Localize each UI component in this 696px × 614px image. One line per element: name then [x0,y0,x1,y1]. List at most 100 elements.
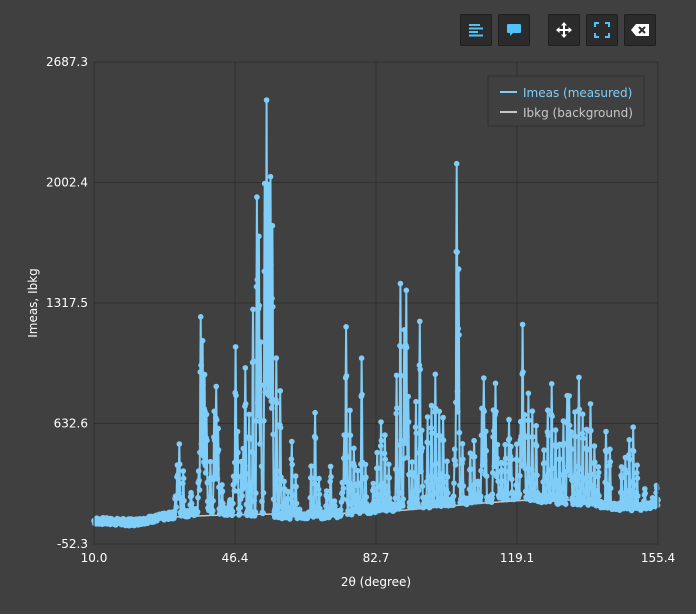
imeas-point [398,343,404,350]
imeas-point [263,97,270,103]
imeas-point [219,488,226,495]
imeas-point [213,417,220,423]
imeas-point [607,485,614,492]
imeas-point [584,480,591,486]
imeas-point [477,493,484,500]
imeas-point [176,461,183,468]
imeas-point [195,494,201,501]
imeas-point [498,467,505,474]
imeas-point [654,485,660,492]
imeas-point [429,474,436,480]
legend[interactable]: Imeas (measured) Ibkg (background) [487,75,645,127]
imeas-point [288,456,295,462]
imeas-point [522,434,528,441]
y-tick-label: 2002.4 [46,176,88,190]
imeas-point [595,464,602,470]
imeas-point [293,500,300,507]
imeas-point [424,414,431,420]
imeas-point [210,498,216,504]
imeas-point [273,355,280,361]
imeas-point [626,437,633,443]
imeas-point [588,471,595,478]
fit-view-button[interactable] [586,14,618,46]
imeas-point [316,475,322,482]
imeas-point [400,503,406,509]
imeas-point [188,500,195,507]
imeas-point [173,504,179,510]
x-axis-title: 2θ (degree) [341,575,411,589]
imeas-point [557,485,564,492]
imeas-point [266,392,273,399]
imeas-point [630,448,637,455]
imeas-point [242,365,249,371]
imeas-point [432,371,439,378]
imeas-point [285,496,292,502]
imeas-point [233,478,240,484]
imeas-point [250,306,256,313]
imeas-point [351,445,357,452]
imeas-point [343,373,350,379]
imeas-point [460,483,467,489]
imeas-point [459,441,466,447]
imeas-point [579,411,586,418]
imeas-point [573,471,579,477]
imeas-point [239,493,245,499]
imeas-point [429,430,435,436]
imeas-point [436,408,443,415]
imeas-point [258,382,265,389]
imeas-point [348,501,355,507]
imeas-point [626,456,633,463]
imeas-point [259,498,265,505]
imeas-point [404,433,410,440]
imeas-point [633,470,640,476]
imeas-point [424,479,430,485]
imeas-point [273,400,280,406]
imeas-point [501,478,508,485]
speech-bubble-icon [507,24,521,36]
imeas-point [344,454,350,460]
imeas-point [453,160,460,167]
imeas-point [256,302,263,309]
imeas-point [263,211,270,217]
imeas-point [229,508,236,515]
legend-label-ibkg[interactable]: Ibkg (background) [523,106,633,120]
toggle-tooltip-button[interactable] [498,14,530,46]
imeas-point [545,407,551,414]
imeas-point [386,461,392,468]
imeas-point [261,418,267,424]
imeas-point [494,455,500,462]
imeas-point [451,480,457,487]
imeas-point [400,496,407,502]
imeas-point [541,460,548,466]
imeas-point [566,393,572,399]
imeas-point [265,181,272,188]
imeas-point [481,457,488,464]
imeas-point [382,432,388,438]
x-tick-label: 82.7 [363,551,390,565]
y-axis-title: Imeas, Ibkg [26,268,40,338]
imeas-point [505,491,511,497]
imeas-point [398,490,405,496]
imeas-point [342,479,348,485]
imeas-point [514,482,521,489]
imeas-point [252,509,259,515]
imeas-point [419,445,426,451]
clear-button[interactable] [624,14,656,46]
imeas-point [255,412,261,419]
imeas-point [337,507,344,513]
toggle-list-button[interactable] [460,14,492,46]
imeas-point [375,492,381,498]
expand-icon [594,22,610,38]
imeas-point [230,500,236,507]
imeas-point [315,486,322,493]
legend-label-imeas[interactable]: Imeas (measured) [523,86,632,100]
imeas-point [340,496,346,502]
imeas-point [475,482,482,488]
imeas-point [203,411,210,418]
pan-button[interactable] [548,14,580,46]
imeas-point [572,433,579,440]
imeas-point [200,382,206,388]
imeas-point [595,469,602,476]
imeas-point [270,496,277,502]
